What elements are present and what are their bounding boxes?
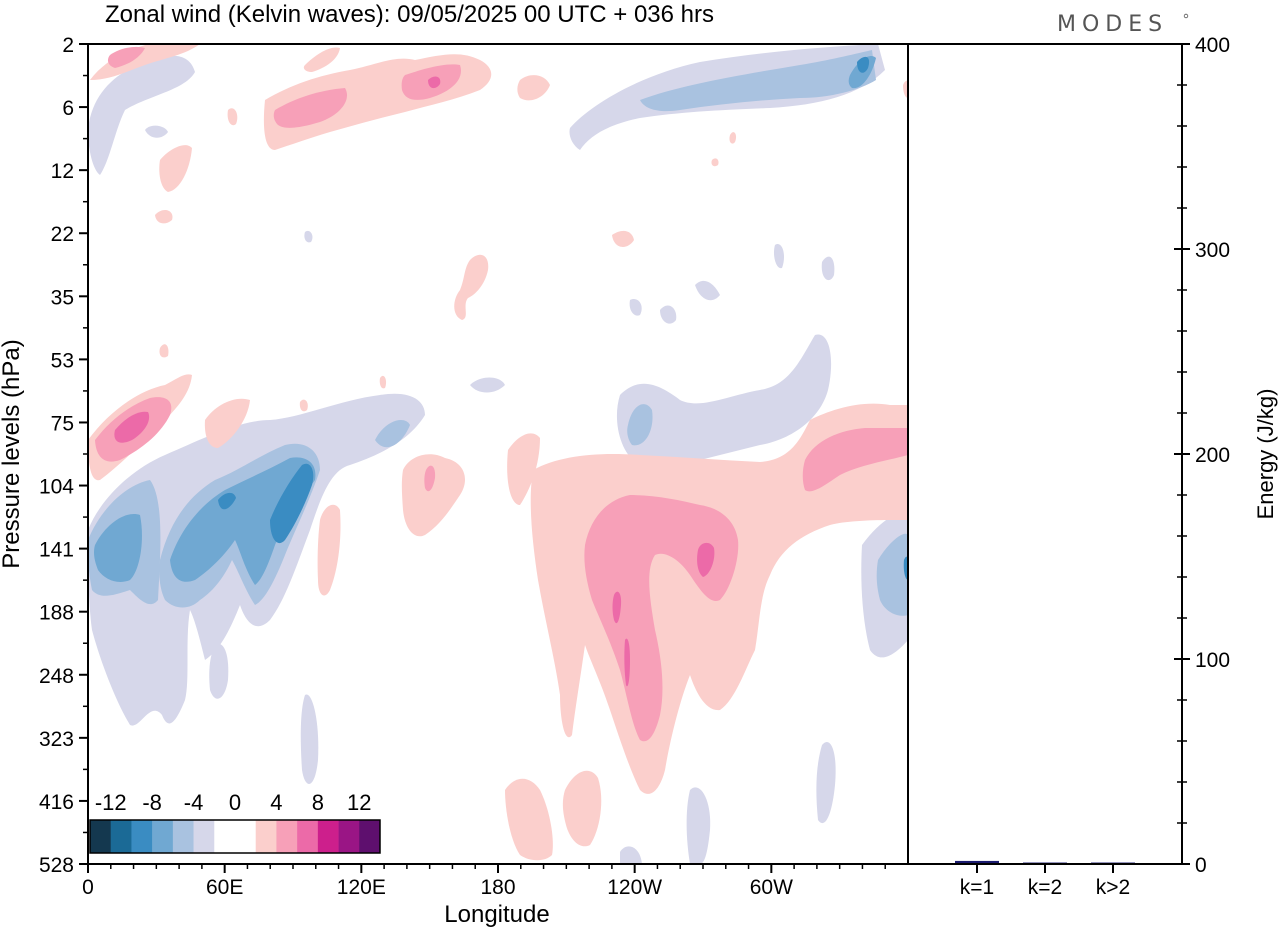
energy-tick-label: 0 — [1195, 854, 1207, 877]
negative-shading-4 — [218, 56, 908, 580]
y-tick-label: 528 — [39, 854, 74, 877]
colorbar-swatch — [359, 820, 381, 853]
colorbar: -12 -8 -4 0 4 8 12 — [89, 790, 381, 854]
x-tick-label: 0 — [82, 876, 94, 899]
colorbar-swatch — [235, 820, 257, 853]
energy-tick-label: 200 — [1195, 444, 1230, 467]
y-axis-label: Pressure levels (hPa) — [0, 339, 25, 568]
energy-x-axis: k=1 k=2 k>2 — [960, 864, 1130, 899]
y-tick-label: 53 — [51, 349, 74, 372]
colorbar-label: 0 — [229, 790, 241, 815]
negative-shading-1 — [88, 44, 908, 864]
colorbar-swatch — [131, 820, 153, 853]
colorbar-label: 12 — [347, 790, 371, 815]
y-tick-label: 35 — [51, 286, 74, 309]
colorbar-swatch — [255, 820, 277, 853]
x-tick-label: 120E — [337, 876, 386, 899]
x-tick-label: 180 — [480, 876, 515, 899]
logo-mark — [1183, 13, 1189, 19]
colorbar-swatch — [338, 820, 360, 853]
positive-shading-3 — [114, 76, 715, 687]
energy-bar — [955, 860, 999, 864]
colorbar-swatch — [172, 820, 194, 853]
heatmap-panel: -12 -8 -4 0 4 8 12 2 6 12 22 35 53 75 104 141 188 248 323… — [39, 34, 909, 899]
y-tick-label: 323 — [39, 728, 74, 751]
energy-category-label: k>2 — [1096, 876, 1130, 899]
colorbar-swatch — [297, 820, 319, 853]
x-axis-label: Longitude — [444, 901, 549, 928]
y-tick-label: 6 — [62, 97, 74, 120]
x-tick-label: 60W — [750, 876, 793, 899]
figure-title: Zonal wind (Kelvin waves): 09/05/2025 00… — [105, 1, 714, 28]
right-axis: 0 100 200 300 400 — [1174, 34, 1230, 877]
energy-panel: 0 100 200 300 400 k=1 k=2 k>2 — [908, 34, 1230, 899]
y-tick-label: 22 — [51, 223, 74, 246]
energy-category-label: k=2 — [1028, 876, 1062, 899]
energy-tick-label: 400 — [1195, 34, 1230, 57]
left-axis: 2 6 12 22 35 53 75 104 141 188 248 323 416 528 — [39, 34, 88, 877]
colorbar-swatch — [317, 820, 339, 853]
colorbar-label: -12 — [95, 790, 127, 815]
colorbar-swatch — [152, 820, 174, 853]
colorbar-frame — [89, 819, 381, 854]
bottom-axis: 0 60E 120E 180 120W 60W — [82, 864, 886, 899]
y-tick-label: 416 — [39, 791, 74, 814]
y-tick-label: 141 — [39, 539, 74, 562]
colorbar-label: 4 — [270, 790, 282, 815]
y-tick-label: 2 — [62, 34, 74, 57]
colorbar-swatch — [214, 820, 236, 853]
negative-shading-3 — [94, 55, 876, 585]
y-tick-label: 104 — [39, 476, 74, 499]
colorbar-label: 8 — [312, 790, 324, 815]
x-tick-label: 60E — [206, 876, 243, 899]
y-tick-label: 248 — [39, 665, 74, 688]
energy-category-label: k=1 — [960, 876, 994, 899]
y-tick-label: 188 — [39, 602, 74, 625]
x-tick-label: 120W — [607, 876, 662, 899]
energy-tick-label: 300 — [1195, 239, 1230, 262]
energy-tick-label: 100 — [1195, 649, 1230, 672]
y-tick-label: 12 — [51, 160, 74, 183]
modes-logo: MODES — [1057, 12, 1168, 37]
colorbar-label: -4 — [184, 790, 204, 815]
colorbar-swatch — [110, 820, 132, 853]
wind-contours — [88, 44, 908, 864]
colorbar-swatch — [193, 820, 215, 853]
energy-axis-label: Energy (J/kg) — [1253, 389, 1278, 520]
colorbar-swatch — [276, 820, 298, 853]
colorbar-swatch — [90, 820, 112, 853]
y-tick-label: 75 — [51, 412, 74, 435]
colorbar-label: -8 — [142, 790, 162, 815]
